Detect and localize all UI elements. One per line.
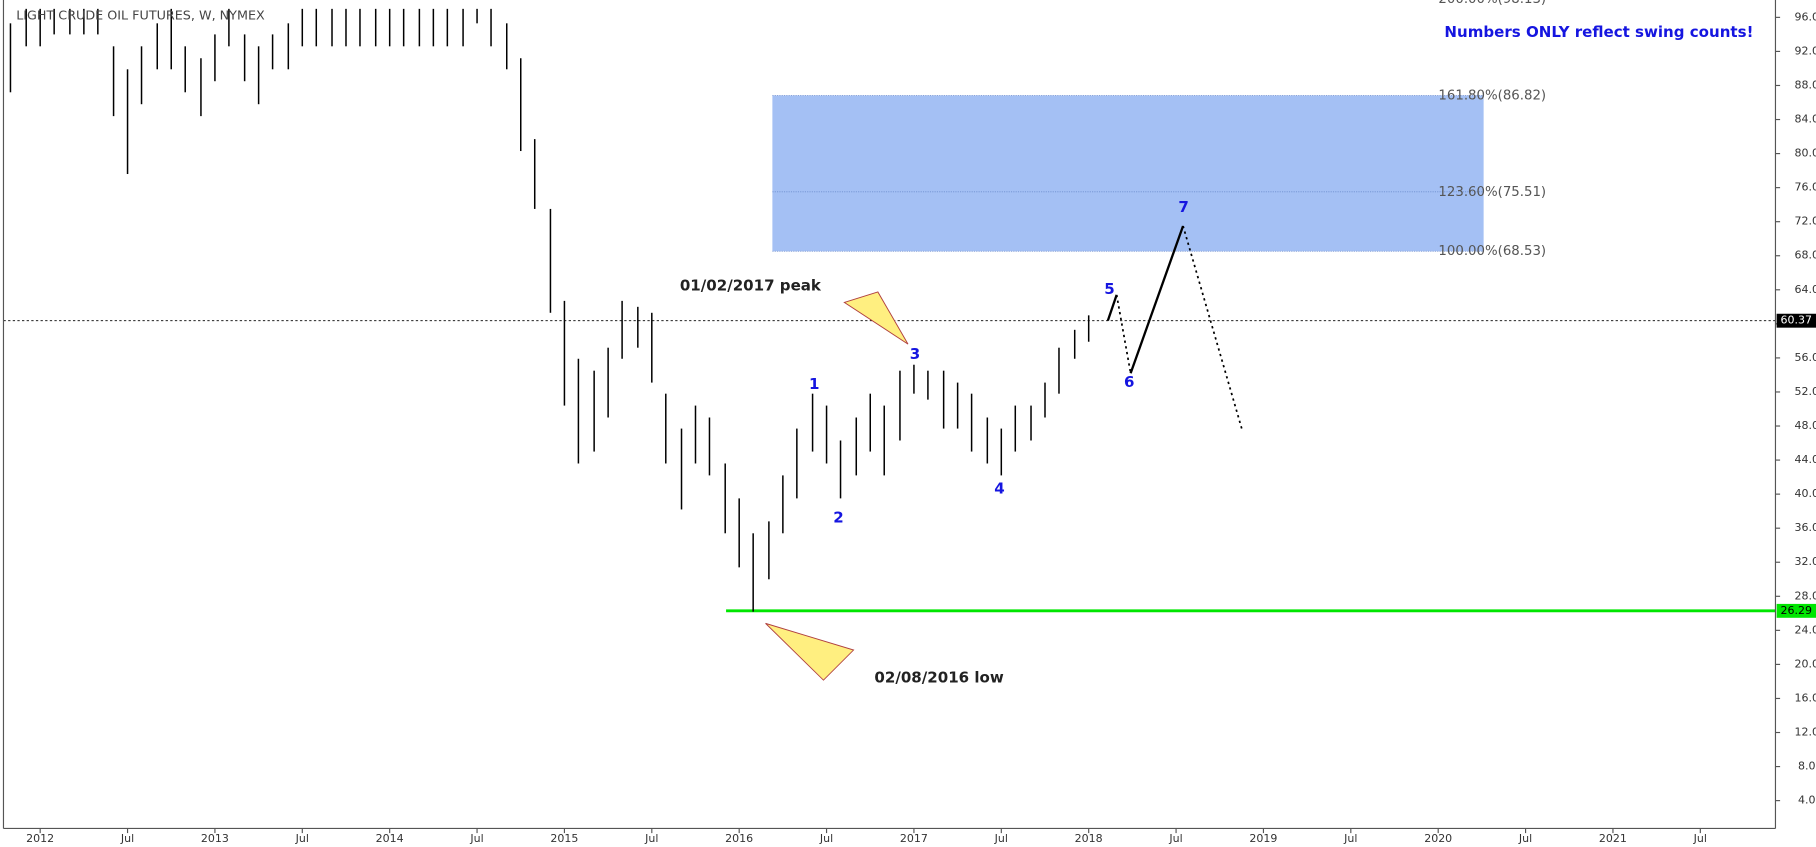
projection-segment [1182,225,1244,432]
fib-level-label: 200.00%(98.13) [1438,0,1546,7]
y-tick-label: 76.00 [1794,181,1816,194]
x-tick-label: Jul [120,832,134,845]
projection-segment [1129,225,1185,374]
x-tick-label: 2019 [1249,832,1277,845]
x-tick-label: 2017 [900,832,928,845]
y-tick-label: 28.00 [1794,589,1816,602]
swing-label: 3 [910,345,920,363]
x-tick-label: Jul [819,832,833,845]
swing-label: 2 [833,508,843,526]
projection-segment [1106,294,1118,321]
x-tick-label: Jul [469,832,483,845]
y-tick-label: 36.00 [1794,521,1816,534]
support-tag-label: 26.29 [1781,604,1812,617]
y-tick-label: 20.00 [1794,657,1816,670]
projection-segment [1115,294,1132,374]
x-tick-label: 2013 [201,832,229,845]
low-arrow [765,622,855,681]
x-tick-label: 2018 [1075,832,1103,845]
peak-label: 01/02/2017 peak [680,277,822,295]
y-tick-label: 84.00 [1794,113,1816,126]
y-tick-label: 92.00 [1794,44,1816,57]
y-tick-label: 16.00 [1794,691,1816,704]
x-tick-label: 2012 [26,832,54,845]
y-tick-label: 24.00 [1794,623,1816,636]
y-tick-label: 64.00 [1794,283,1816,296]
note: Numbers ONLY reflect swing counts! [1444,23,1753,41]
y-tick-label: 72.00 [1794,215,1816,228]
swing-label: 7 [1178,198,1188,216]
y-tick-label: 32.00 [1794,555,1816,568]
x-tick-label: Jul [994,832,1008,845]
x-tick-label: 2020 [1424,832,1452,845]
x-tick-label: 2014 [376,832,404,845]
y-tick-label: 48.00 [1794,419,1816,432]
fib-level-label: 161.80%(86.82) [1438,89,1546,104]
y-tick-label: 40.00 [1794,487,1816,500]
x-tick-label: Jul [1693,832,1707,845]
last-price-tag [1776,313,1816,328]
peak-arrow [843,291,909,345]
swing-label: 1 [809,375,819,393]
y-tick-label: 4.00 [1798,794,1816,807]
y-tick-label: 80.00 [1794,147,1816,160]
y-tick-label: 8.00 [1798,760,1816,773]
fib-zone [772,95,1484,252]
y-tick-label: 96.00 [1794,10,1816,23]
x-tick-label: Jul [1518,832,1532,845]
x-tick-label: Jul [295,832,309,845]
x-tick-label: Jul [644,832,658,845]
x-tick-label: Jul [1343,832,1357,845]
low-label: 02/08/2016 low [874,668,1003,686]
swing-label: 6 [1124,373,1134,391]
y-tick-label: 56.00 [1794,351,1816,364]
swing-label: 4 [994,479,1004,497]
y-tick-label: 52.00 [1794,385,1816,398]
last-price-tag-label: 60.37 [1781,314,1812,327]
x-tick-label: 2015 [550,832,578,845]
x-tick-label: 2016 [725,832,753,845]
fib-level-label: 100.00%(68.53) [1438,244,1546,259]
y-tick-label: 12.00 [1794,726,1816,739]
y-tick-label: 44.00 [1794,453,1816,466]
support-tag [1776,603,1816,618]
x-tick-label: Jul [1168,832,1182,845]
y-tick-label: 68.00 [1794,249,1816,262]
fib-level-label: 123.60%(75.51) [1438,185,1546,200]
y-tick-label: 88.00 [1794,78,1816,91]
swing-label: 5 [1104,280,1114,298]
chart-title: LIGHT CRUDE OIL FUTURES, W, NYMEX [16,9,265,24]
x-tick-label: 2021 [1599,832,1627,845]
